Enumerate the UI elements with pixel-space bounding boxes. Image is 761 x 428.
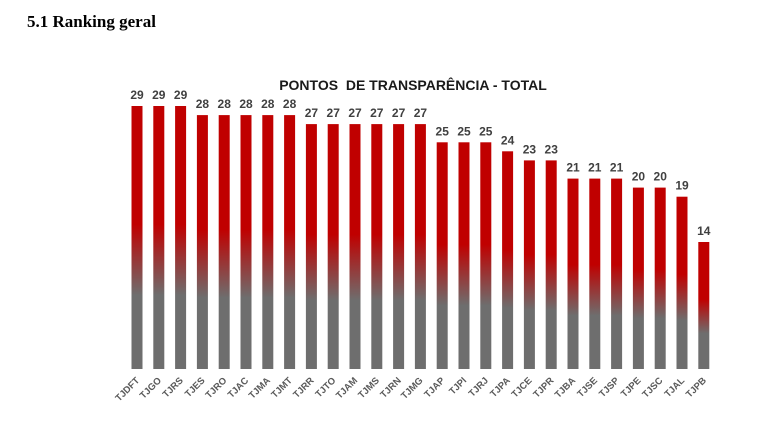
category-label-tjmg: TJMG <box>399 375 425 401</box>
category-label-tjap: TJAP <box>422 375 447 400</box>
value-label-tjpr: 23 <box>545 142 559 156</box>
bar-tjgo <box>153 106 165 369</box>
value-labels-group: 29 29 29 28 28 28 28 28 27 27 27 27 27 27 25 25 25 24 23 23… <box>130 88 710 238</box>
category-label-tjba: TJBA <box>553 375 578 400</box>
bar-tjrn <box>393 124 405 369</box>
category-label-tjam: TJAM <box>334 375 360 401</box>
value-label-tjal: 19 <box>675 179 689 193</box>
bar-tjmg <box>414 124 426 369</box>
value-label-tjap: 25 <box>436 124 450 138</box>
category-label-tjma: TJMA <box>247 375 273 401</box>
category-label-tjrs: TJRS <box>161 375 186 400</box>
value-label-tjmt: 28 <box>283 97 297 111</box>
value-label-tjsp: 21 <box>610 161 624 175</box>
value-label-tjrj: 25 <box>479 124 493 138</box>
chart-title: PONTOS DE TRANSPARÊNCIA - TOTAL <box>279 76 547 93</box>
bar-tjpa <box>502 151 514 369</box>
bar-tjba <box>567 178 579 369</box>
value-label-tjpi: 25 <box>457 124 471 138</box>
value-label-tjpa: 24 <box>501 133 515 147</box>
bar-tjrr <box>305 124 317 369</box>
value-label-tjdft: 29 <box>130 88 144 102</box>
bar-tjms <box>371 124 383 369</box>
value-label-tjac: 28 <box>239 97 253 111</box>
bar-tjam <box>349 124 361 369</box>
value-label-tjms: 27 <box>370 106 384 120</box>
value-label-tjba: 21 <box>566 161 580 175</box>
bar-tjsc <box>654 187 666 369</box>
value-label-tjce: 23 <box>523 142 537 156</box>
value-label-tjrr: 27 <box>305 106 319 120</box>
bar-tjce <box>523 160 535 369</box>
bar-tjdft <box>131 106 143 369</box>
category-label-tjse: TJSE <box>575 375 600 400</box>
bar-tjes <box>196 115 208 369</box>
category-label-tjmt: TJMT <box>269 375 294 400</box>
bar-tjrj <box>480 142 492 369</box>
value-label-tjro: 28 <box>218 97 232 111</box>
category-label-tjrr: TJRR <box>291 375 316 400</box>
category-labels-group: TJDFTTJGOTJRSTJESTJROTJACTJMATJMTTJRRTJT… <box>113 375 709 404</box>
bar-tjto <box>327 124 339 369</box>
bar-tjmt <box>284 115 296 369</box>
value-label-tjsc: 20 <box>654 170 668 184</box>
category-label-tjdft: TJDFT <box>113 375 142 404</box>
value-label-tjrs: 29 <box>174 88 188 102</box>
bar-tjap <box>436 142 448 369</box>
category-label-tjgo: TJGO <box>138 375 164 401</box>
bar-tjma <box>262 115 274 369</box>
value-label-tjto: 27 <box>327 106 341 120</box>
value-label-tjes: 28 <box>196 97 210 111</box>
value-label-tjrn: 27 <box>392 106 406 120</box>
category-label-tjms: TJMS <box>356 375 382 401</box>
value-label-tjma: 28 <box>261 97 275 111</box>
bar-tjpr <box>545 160 557 369</box>
category-label-tjce: TJCE <box>510 375 535 400</box>
category-label-tjpa: TJPA <box>488 375 513 400</box>
bar-tjro <box>218 115 230 369</box>
category-label-tjpe: TJPE <box>619 375 644 400</box>
category-label-tjrn: TJRN <box>378 375 403 400</box>
category-label-tjsc: TJSC <box>640 375 665 400</box>
value-label-tjpe: 20 <box>632 170 646 184</box>
bar-tjrs <box>175 106 187 369</box>
bar-tjpb <box>698 242 710 369</box>
category-label-tjrj: TJRJ <box>467 375 491 399</box>
bar-tjsp <box>611 178 623 369</box>
bar-tjac <box>240 115 252 369</box>
category-label-tjac: TJAC <box>226 375 251 400</box>
bar-tjse <box>589 178 601 369</box>
bar-tjal <box>676 196 688 369</box>
category-label-tjpi: TJPI <box>447 375 469 397</box>
category-label-tjal: TJAL <box>663 375 688 400</box>
category-label-tjes: TJES <box>183 375 208 400</box>
value-label-tjpb: 14 <box>697 224 711 238</box>
category-label-tjsp: TJSP <box>597 375 622 400</box>
category-label-tjpr: TJPR <box>531 375 556 400</box>
category-label-tjto: TJTO <box>313 375 338 400</box>
category-label-tjpb: TJPB <box>684 375 709 400</box>
value-label-tjse: 21 <box>588 161 602 175</box>
bars-group <box>131 106 710 369</box>
value-label-tjmg: 27 <box>414 106 428 120</box>
section-heading: 5.1 Ranking geral <box>27 12 156 31</box>
bar-tjpe <box>632 187 644 369</box>
category-label-tjro: TJRO <box>204 375 230 401</box>
bar-tjpi <box>458 142 470 369</box>
value-label-tjam: 27 <box>348 106 362 120</box>
value-label-tjgo: 29 <box>152 88 166 102</box>
